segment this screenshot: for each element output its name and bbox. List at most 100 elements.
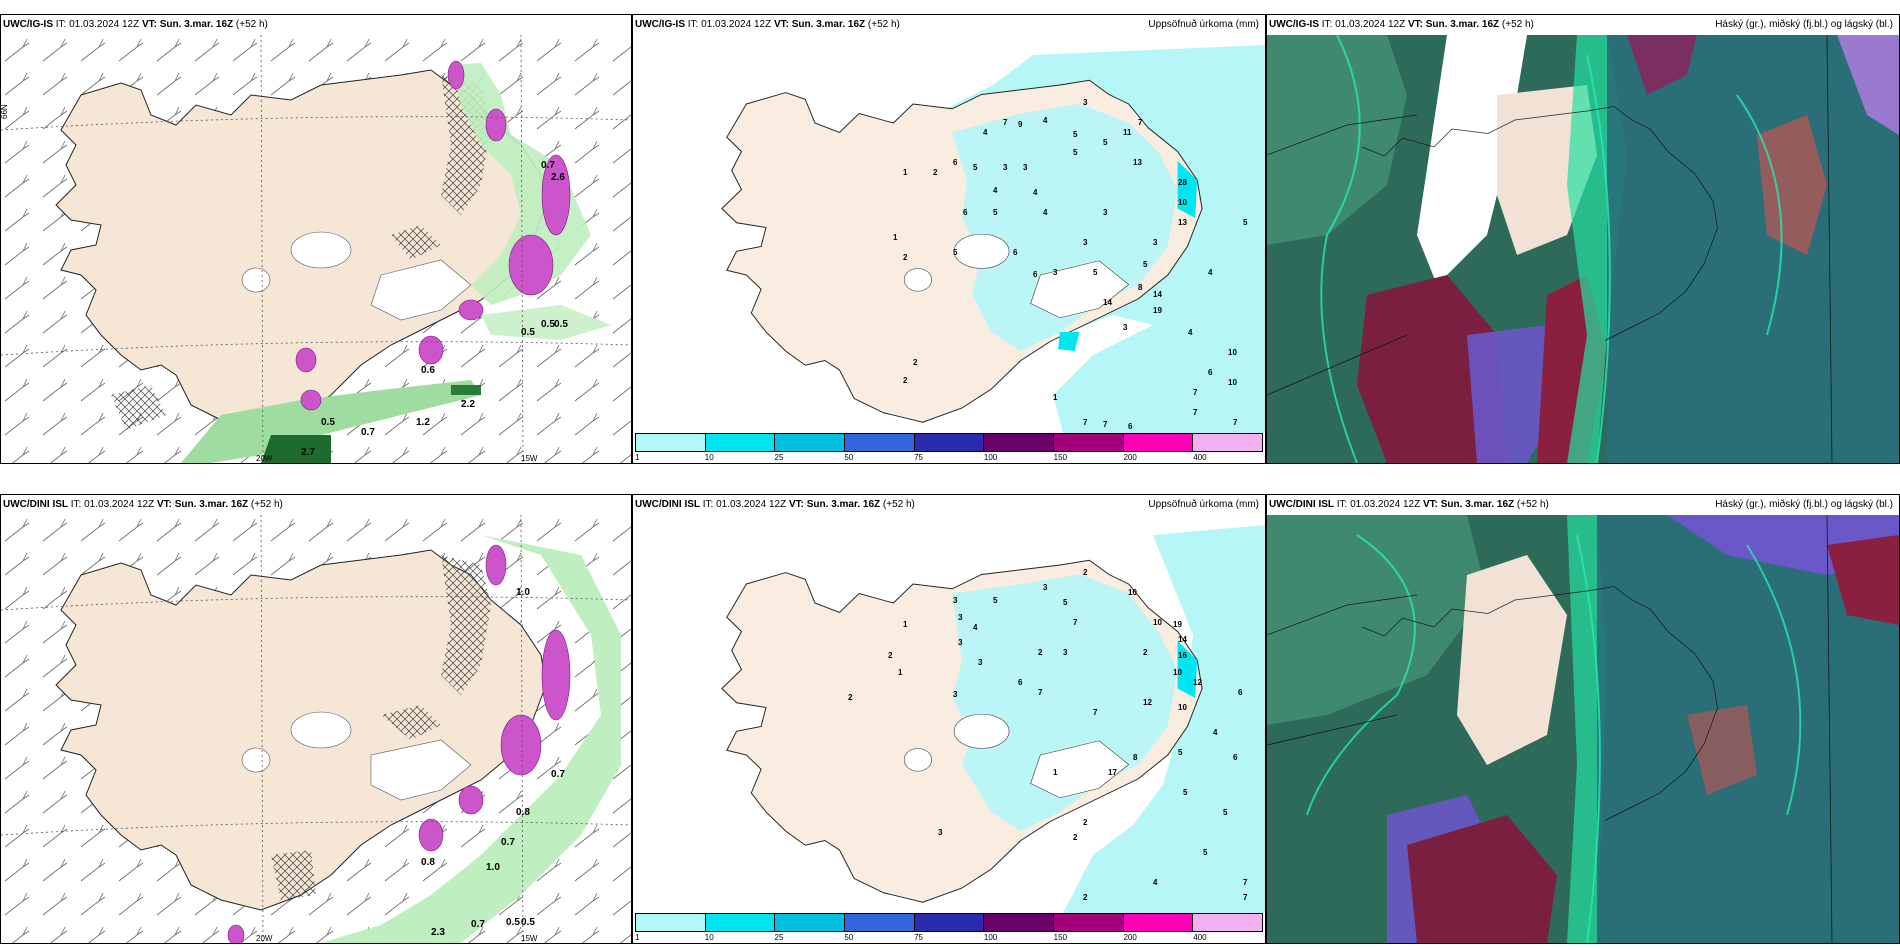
init-time: IT: 01.03.2024 12Z [1336,499,1421,510]
colorbar-tick: 200 [1123,933,1137,942]
colorbar-tick: 150 [1053,933,1068,942]
colorbar: 1 10 25 50 75 100 150 200 400 [635,913,1263,943]
svg-text:9: 9 [1018,120,1023,129]
map-panel-cloud-bottom: UWC/DINI ISL IT: 01.03.2024 12Z VT: Sun.… [1266,494,1900,944]
svg-text:0.5: 0.5 [554,319,568,330]
svg-text:0.5: 0.5 [506,917,520,928]
svg-text:4: 4 [1153,878,1158,887]
svg-text:5: 5 [993,208,998,217]
lead-time: (+52 h) [1516,499,1549,510]
svg-text:6: 6 [1018,678,1023,687]
svg-text:5: 5 [993,596,998,605]
svg-text:4: 4 [1213,728,1218,737]
colorbar-swatch [1123,914,1194,931]
svg-text:3: 3 [1083,238,1088,247]
panel-header: UWC/IG-IS IT: 01.03.2024 12Z VT: Sun. 3.… [1267,15,1899,35]
init-time: IT: 01.03.2024 12Z [702,499,787,510]
svg-text:1: 1 [1053,393,1058,402]
panel-header: UWC/IG-IS IT: 01.03.2024 12Z VT: Sun. 3.… [1,15,631,35]
colorbar-tick: 75 [914,933,924,942]
svg-text:7: 7 [1243,893,1248,902]
map-panel-wind-top: UWC/IG-IS IT: 01.03.2024 12Z VT: Sun. 3.… [0,14,632,464]
svg-text:1: 1 [1053,768,1058,777]
svg-text:2: 2 [1143,648,1148,657]
panel-header: UWC/DINI ISL IT: 01.03.2024 12Z VT: Sun.… [633,495,1265,515]
svg-text:10: 10 [1228,348,1237,357]
map-panel-wind-bottom: UWC/DINI ISL IT: 01.03.2024 12Z VT: Sun.… [0,494,632,944]
svg-text:3: 3 [938,828,943,837]
lead-time: (+52 h) [235,19,268,30]
svg-text:5: 5 [1183,788,1188,797]
svg-text:2: 2 [888,651,893,660]
svg-text:0.7: 0.7 [501,837,515,848]
svg-text:0.7: 0.7 [361,427,375,438]
colorbar-swatch [1054,914,1124,931]
svg-text:0.8: 0.8 [421,857,435,868]
svg-text:3: 3 [953,596,958,605]
valid-time: VT: Sun. 3.mar. 16Z [773,19,866,30]
cloud-map [1267,515,1899,943]
valid-time: VT: Sun. 3.mar. 16Z [788,499,881,510]
svg-text:7: 7 [1038,688,1043,697]
svg-text:5: 5 [1203,848,1208,857]
colorbar-swatch [914,434,985,451]
svg-text:14: 14 [1103,298,1112,307]
svg-text:7: 7 [1093,708,1098,717]
model-name: UWC/IG-IS [635,19,685,30]
map-panel-accum-bottom: UWC/DINI ISL IT: 01.03.2024 12Z VT: Sun.… [632,494,1266,944]
model-name: UWC/DINI ISL [635,499,700,510]
svg-text:4: 4 [1043,208,1048,217]
svg-text:10: 10 [1173,668,1182,677]
svg-text:4: 4 [993,186,998,195]
init-time: IT: 01.03.2024 12Z [70,499,155,510]
svg-text:0.7: 0.7 [551,769,565,780]
svg-text:3: 3 [978,658,983,667]
svg-text:1.0: 1.0 [486,862,500,873]
colorbar-swatch [636,434,706,451]
svg-text:6: 6 [963,208,968,217]
svg-text:3: 3 [1053,268,1058,277]
svg-text:2: 2 [1073,833,1078,842]
svg-text:1: 1 [898,668,903,677]
svg-text:7: 7 [1193,408,1198,417]
svg-text:5: 5 [1178,748,1183,757]
svg-text:10: 10 [1178,198,1187,207]
lon-label-20w: 20W [256,454,273,463]
svg-text:4: 4 [1208,268,1213,277]
svg-text:11: 11 [1123,128,1132,137]
svg-text:6: 6 [1033,270,1038,279]
colorbar-swatch [914,914,985,931]
map-panel-cloud-top: UWC/IG-IS IT: 01.03.2024 12Z VT: Sun. 3.… [1266,14,1900,464]
panel-header: UWC/IG-IS IT: 01.03.2024 12Z VT: Sun. 3.… [633,15,1265,35]
svg-text:5: 5 [973,163,978,172]
map-title: Uppsöfnuð úrkoma (mm) [1148,499,1259,510]
svg-text:7: 7 [1103,420,1108,429]
svg-text:0.5: 0.5 [521,917,535,928]
svg-text:6: 6 [1233,753,1238,762]
svg-text:19: 19 [1173,620,1182,629]
svg-text:4: 4 [983,128,988,137]
svg-text:4: 4 [973,623,978,632]
svg-text:5: 5 [1073,130,1078,139]
svg-text:2: 2 [903,253,908,262]
svg-text:7: 7 [1138,118,1143,127]
colorbar-swatch [775,434,846,451]
svg-text:5: 5 [1073,148,1078,157]
svg-text:1.2: 1.2 [416,417,430,428]
svg-text:0.7: 0.7 [541,160,555,171]
svg-text:0.5: 0.5 [541,319,555,330]
init-time: IT: 01.03.2024 12Z [687,19,772,30]
svg-text:2: 2 [1038,648,1043,657]
lead-time: (+52 h) [882,499,915,510]
svg-text:5: 5 [1223,808,1228,817]
map-title: Háský (gr.), miðský (fj.bl.) og lágský (… [1715,19,1893,30]
svg-text:2: 2 [903,376,908,385]
colorbar-swatch [984,434,1055,451]
svg-text:3: 3 [953,690,958,699]
svg-text:3: 3 [1103,208,1108,217]
svg-text:17: 17 [1108,768,1117,777]
svg-text:2.6: 2.6 [551,172,565,183]
colorbar-tick: 150 [1053,453,1068,462]
